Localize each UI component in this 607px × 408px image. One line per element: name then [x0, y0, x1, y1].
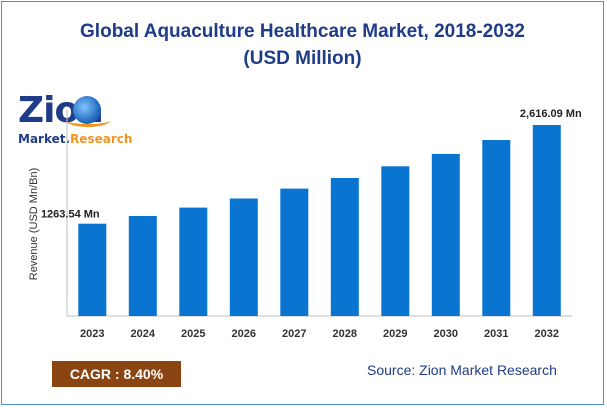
x-tick-label-2024: 2024	[131, 328, 156, 340]
data-label-2023: 1263.54 Mn	[41, 209, 100, 221]
logo-research: Research	[70, 132, 133, 146]
bar-2028	[330, 178, 359, 316]
zion-logo: Zion Market.Research	[18, 90, 132, 150]
swoosh-icon	[66, 114, 110, 127]
x-tick-label-2023: 2023	[80, 328, 104, 340]
title-line-1: Global Aquaculture Healthcare Market, 20…	[80, 21, 525, 42]
bar-2029	[381, 166, 410, 316]
chart-title: Global Aquaculture Healthcare Market, 20…	[0, 18, 605, 72]
cagr-badge: CAGR : 8.40%	[52, 361, 181, 387]
x-tick-label-2032: 2032	[535, 328, 559, 340]
logo-subtitle: Market.Research	[18, 132, 132, 146]
bar-2024	[128, 216, 157, 316]
source-note: Source: Zion Market Research	[367, 362, 557, 378]
x-tick-label-2026: 2026	[232, 328, 256, 340]
bar-2026	[229, 198, 258, 316]
x-tick-label-2027: 2027	[282, 328, 306, 340]
x-tick-label-2031: 2031	[484, 328, 508, 340]
bar-2025	[179, 207, 208, 316]
title-line-2: (USD Million)	[243, 48, 362, 69]
x-tick-label-2030: 2030	[434, 328, 458, 340]
logo-market: Market.	[18, 132, 71, 146]
bar-2023	[78, 223, 107, 316]
bar-2030	[431, 153, 460, 316]
x-tick-label-2029: 2029	[383, 328, 407, 340]
x-tick-label-2025: 2025	[181, 328, 205, 340]
data-label-2032: 2,616.09 Mn	[520, 108, 582, 120]
bar-2031	[482, 140, 511, 316]
x-tick-label-2028: 2028	[333, 328, 357, 340]
bar-2027	[280, 188, 309, 316]
bar-2032	[532, 125, 561, 316]
